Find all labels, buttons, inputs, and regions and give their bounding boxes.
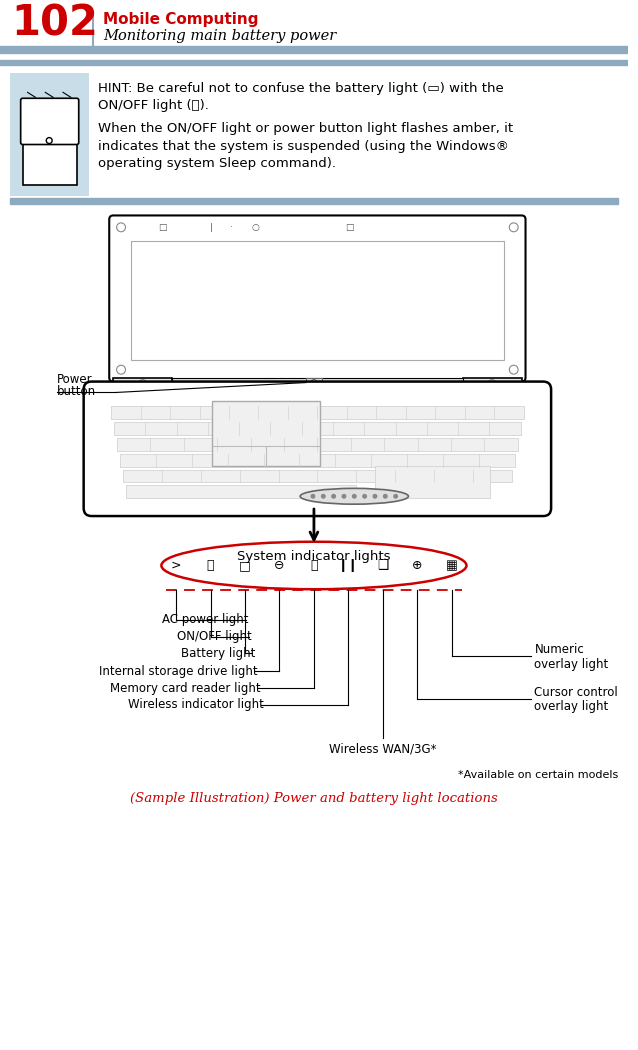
Text: Power: Power <box>57 373 93 385</box>
Text: When the ON/OFF light or power button light flashes amber, it: When the ON/OFF light or power button li… <box>98 122 514 135</box>
Bar <box>117 438 517 450</box>
Text: System indicator lights: System indicator lights <box>237 549 390 563</box>
Text: ⏻: ⏻ <box>207 559 214 572</box>
Bar <box>113 378 172 390</box>
Text: ON/OFF light: ON/OFF light <box>177 630 252 644</box>
Text: ⊖: ⊖ <box>274 559 285 572</box>
Text: Battery light: Battery light <box>181 647 255 660</box>
Text: ❑: ❑ <box>377 559 389 572</box>
Circle shape <box>311 494 315 499</box>
Circle shape <box>46 138 52 144</box>
Text: HINT: Be careful not to confuse the battery light (▭) with the: HINT: Be careful not to confuse the batt… <box>98 82 504 96</box>
Circle shape <box>373 494 378 499</box>
Text: (Sample Illustration) Power and battery light locations: (Sample Illustration) Power and battery … <box>130 793 498 805</box>
Circle shape <box>352 494 357 499</box>
Bar <box>375 466 489 499</box>
Circle shape <box>341 494 346 499</box>
Circle shape <box>362 494 367 499</box>
FancyBboxPatch shape <box>109 215 526 381</box>
Bar <box>0 46 628 54</box>
Text: button: button <box>57 385 96 398</box>
Text: overlay light: overlay light <box>535 700 609 713</box>
Text: overlay light: overlay light <box>535 658 609 671</box>
FancyBboxPatch shape <box>84 381 551 516</box>
Text: Memory card reader light: Memory card reader light <box>110 681 261 695</box>
Bar <box>120 454 515 466</box>
Bar <box>0 60 628 65</box>
Circle shape <box>321 494 326 499</box>
Ellipse shape <box>300 488 408 504</box>
Text: Internal storage drive light: Internal storage drive light <box>100 665 258 678</box>
Text: Cursor control: Cursor control <box>535 686 618 698</box>
Bar <box>172 378 463 387</box>
Bar <box>10 74 89 195</box>
Text: |: | <box>210 223 213 232</box>
Bar <box>131 242 504 360</box>
Text: indicates that the system is suspended (using the Windows®: indicates that the system is suspended (… <box>98 140 509 152</box>
Text: ❙❙: ❙❙ <box>338 559 359 572</box>
Text: AC power light: AC power light <box>163 613 249 627</box>
Text: operating system Sleep command).: operating system Sleep command). <box>98 156 336 169</box>
Bar <box>123 469 512 482</box>
Circle shape <box>393 494 398 499</box>
Bar <box>10 197 618 204</box>
Text: ▦: ▦ <box>446 559 457 572</box>
Text: 102: 102 <box>12 3 99 45</box>
Bar <box>111 406 524 419</box>
Text: ○: ○ <box>252 223 260 232</box>
Text: Wireless WAN/3G*: Wireless WAN/3G* <box>329 742 436 756</box>
Text: *Available on certain models: *Available on certain models <box>458 770 618 780</box>
Text: Numeric: Numeric <box>535 643 584 656</box>
Bar <box>126 485 355 499</box>
Bar <box>212 401 320 465</box>
Circle shape <box>331 494 336 499</box>
Text: □: □ <box>345 223 353 232</box>
Circle shape <box>383 494 388 499</box>
Text: >: > <box>171 559 181 572</box>
Bar <box>306 378 322 387</box>
Text: ⊕: ⊕ <box>412 559 422 572</box>
FancyBboxPatch shape <box>20 99 78 145</box>
Text: □: □ <box>239 559 251 572</box>
Text: ON/OFF light (⏻).: ON/OFF light (⏻). <box>98 99 209 112</box>
Text: Monitoring main battery power: Monitoring main battery power <box>103 29 337 43</box>
Text: ·: · <box>230 223 233 232</box>
Text: ⎕: ⎕ <box>310 559 318 572</box>
Text: Wireless indicator light: Wireless indicator light <box>128 698 263 712</box>
Bar <box>22 143 77 185</box>
Bar <box>114 422 521 435</box>
Text: Mobile Computing: Mobile Computing <box>103 13 259 27</box>
Bar <box>463 378 522 390</box>
Text: □: □ <box>158 223 167 232</box>
